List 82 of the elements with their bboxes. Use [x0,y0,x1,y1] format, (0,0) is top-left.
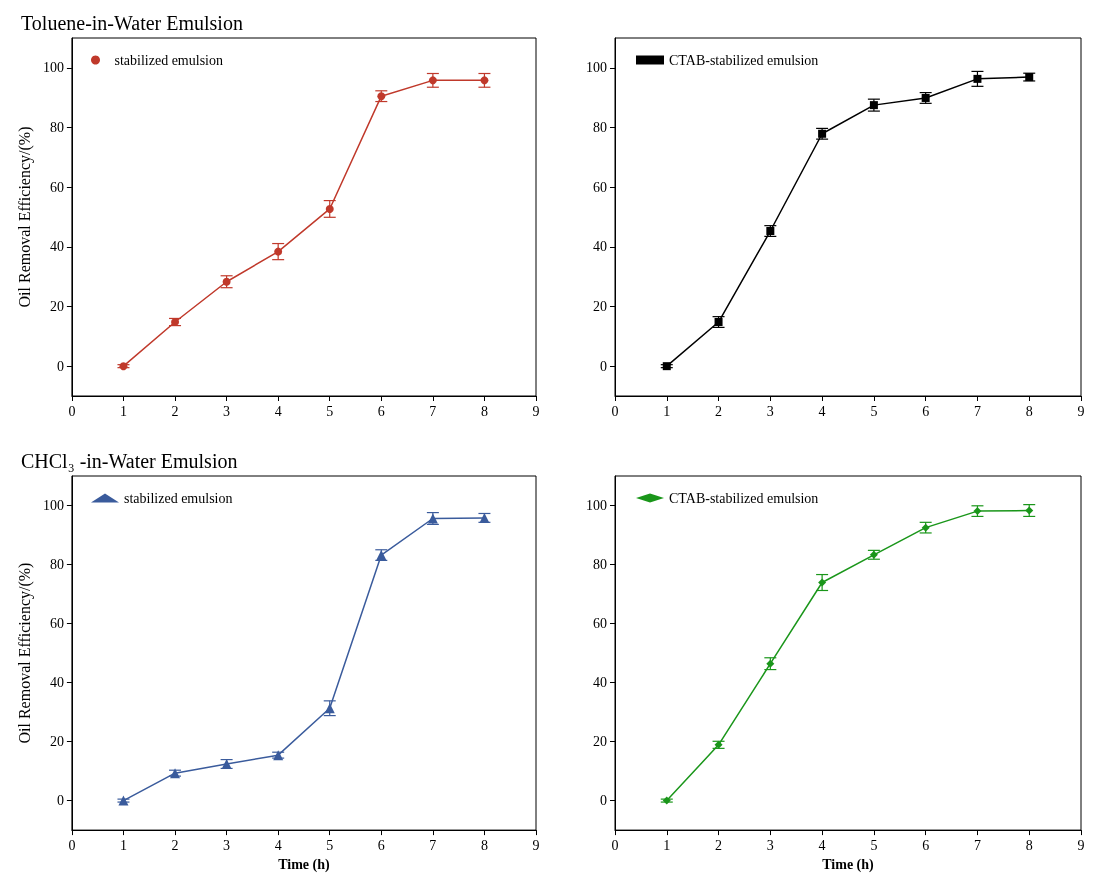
x-tick-label: 5 [326,837,334,853]
point [274,247,283,256]
x-tick-label: 9 [1077,837,1085,853]
point [973,74,982,83]
x-axis-title: Time (h) [278,856,331,873]
y-tick-label: 100 [42,60,64,76]
x-tick-label: 0 [611,403,619,419]
x-tick-label: 9 [532,403,540,419]
y-tick-label: 60 [49,179,64,195]
x-tick-label: 3 [223,403,231,419]
x-tick-label: 8 [1025,837,1033,853]
x-tick-label: 4 [274,837,282,853]
x-tick-label: 1 [119,403,127,419]
point [428,76,437,85]
x-tick-label: 9 [1077,403,1085,419]
legend-label: stabilized emulsion [114,52,223,68]
x-tick-label: 2 [171,837,179,853]
y-tick-label: 80 [49,120,64,135]
y-axis-title: Oil Removal Efficiency/(%) [15,562,34,744]
x-tick-label: 1 [663,837,671,853]
x-tick-label: 0 [611,837,619,853]
x-tick-label: 5 [870,403,878,419]
x-tick-label: 3 [766,837,774,853]
y-tick-label: 40 [49,675,64,691]
y-tick-label: 0 [56,793,64,809]
x-tick-label: 5 [326,403,334,419]
x-tick-label: 6 [377,837,385,853]
point [662,362,671,371]
y-tick-label: 0 [56,358,64,374]
y-axis-title: Oil Removal Efficiency/(%) [15,126,34,308]
x-tick-label: 8 [480,403,488,419]
y-tick-label: 0 [600,793,607,809]
y-tick-label: 60 [593,179,607,195]
x-tick-label: 4 [818,837,826,853]
y-tick-label: 40 [593,675,607,691]
x-tick-label: 6 [922,837,930,853]
point [480,76,489,85]
x-tick-label: 5 [870,837,878,853]
x-tick-label: 3 [766,403,774,419]
x-tick-label: 3 [223,837,231,853]
y-tick-label: 20 [593,299,607,314]
point [818,578,827,587]
y-tick-label: 100 [586,60,607,76]
x-tick-label: 2 [715,403,723,419]
legend-label: CTAB-stabilized emulsion [669,490,819,506]
x-tick-label: 9 [532,837,540,853]
y-tick-label: 20 [49,299,64,314]
y-tick-label: 60 [593,616,607,632]
y-tick-label: 60 [49,616,64,632]
legend-label: stabilized emulsion [124,490,233,506]
y-tick-label: 100 [42,498,64,514]
y-tick-label: 20 [593,734,607,750]
x-tick-label: 1 [663,403,671,419]
x-tick-label: 7 [429,837,437,853]
x-tick-label: 0 [68,837,76,853]
y-tick-label: 20 [49,734,64,750]
x-tick-label: 7 [973,403,981,419]
x-axis-title: Time (h) [822,856,875,873]
x-tick-label: 4 [818,403,826,419]
x-tick-label: 6 [377,403,385,419]
x-tick-label: 7 [429,403,437,419]
x-tick-label: 1 [119,837,127,853]
y-tick-label: 0 [600,358,607,374]
y-tick-label: 80 [593,557,607,573]
y-tick-label: 80 [593,120,607,135]
x-tick-label: 6 [922,403,930,419]
chart-title: CHCl₃ -in-Water Emulsion [21,450,238,472]
x-tick-label: 8 [1025,403,1033,419]
x-tick-label: 8 [480,837,488,853]
point [325,204,334,213]
y-tick-label: 100 [586,498,607,514]
x-tick-label: 4 [274,403,282,419]
chart-title: Toluene-in-Water Emulsion [21,12,243,34]
y-tick-label: 40 [49,239,64,255]
legend-label: CTAB-stabilized emulsion [669,52,819,68]
x-tick-label: 2 [171,403,179,419]
y-tick-label: 40 [593,239,607,255]
x-tick-label: 0 [68,403,76,419]
y-tick-label: 80 [49,557,64,573]
x-tick-label: 7 [973,837,981,853]
point [662,796,671,805]
x-tick-label: 2 [715,837,723,853]
